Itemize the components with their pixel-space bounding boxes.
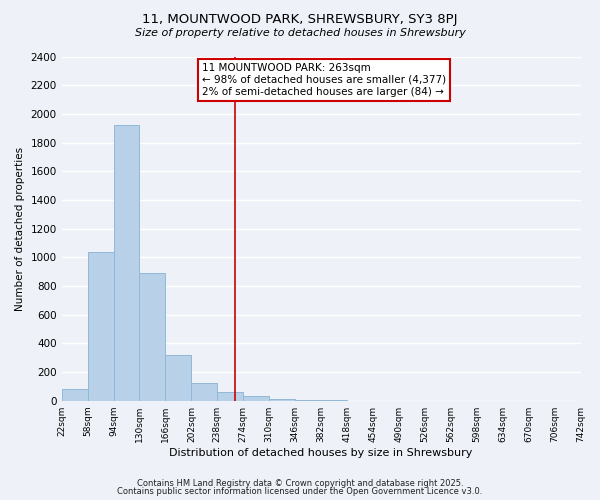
X-axis label: Distribution of detached houses by size in Shrewsbury: Distribution of detached houses by size … — [169, 448, 473, 458]
Bar — [269, 398, 295, 400]
Bar — [191, 384, 217, 400]
Text: 11, MOUNTWOOD PARK, SHREWSBURY, SY3 8PJ: 11, MOUNTWOOD PARK, SHREWSBURY, SY3 8PJ — [142, 12, 458, 26]
Text: Contains public sector information licensed under the Open Government Licence v3: Contains public sector information licen… — [118, 487, 482, 496]
Bar — [243, 396, 269, 400]
Bar — [62, 388, 88, 400]
Text: Size of property relative to detached houses in Shrewsbury: Size of property relative to detached ho… — [134, 28, 466, 38]
Text: Contains HM Land Registry data © Crown copyright and database right 2025.: Contains HM Land Registry data © Crown c… — [137, 478, 463, 488]
Bar — [113, 126, 139, 400]
Bar — [166, 355, 191, 401]
Text: 11 MOUNTWOOD PARK: 263sqm
← 98% of detached houses are smaller (4,377)
2% of sem: 11 MOUNTWOOD PARK: 263sqm ← 98% of detac… — [202, 64, 446, 96]
Bar — [139, 273, 166, 400]
Y-axis label: Number of detached properties: Number of detached properties — [15, 146, 25, 310]
Bar — [217, 392, 243, 400]
Bar — [88, 252, 113, 400]
